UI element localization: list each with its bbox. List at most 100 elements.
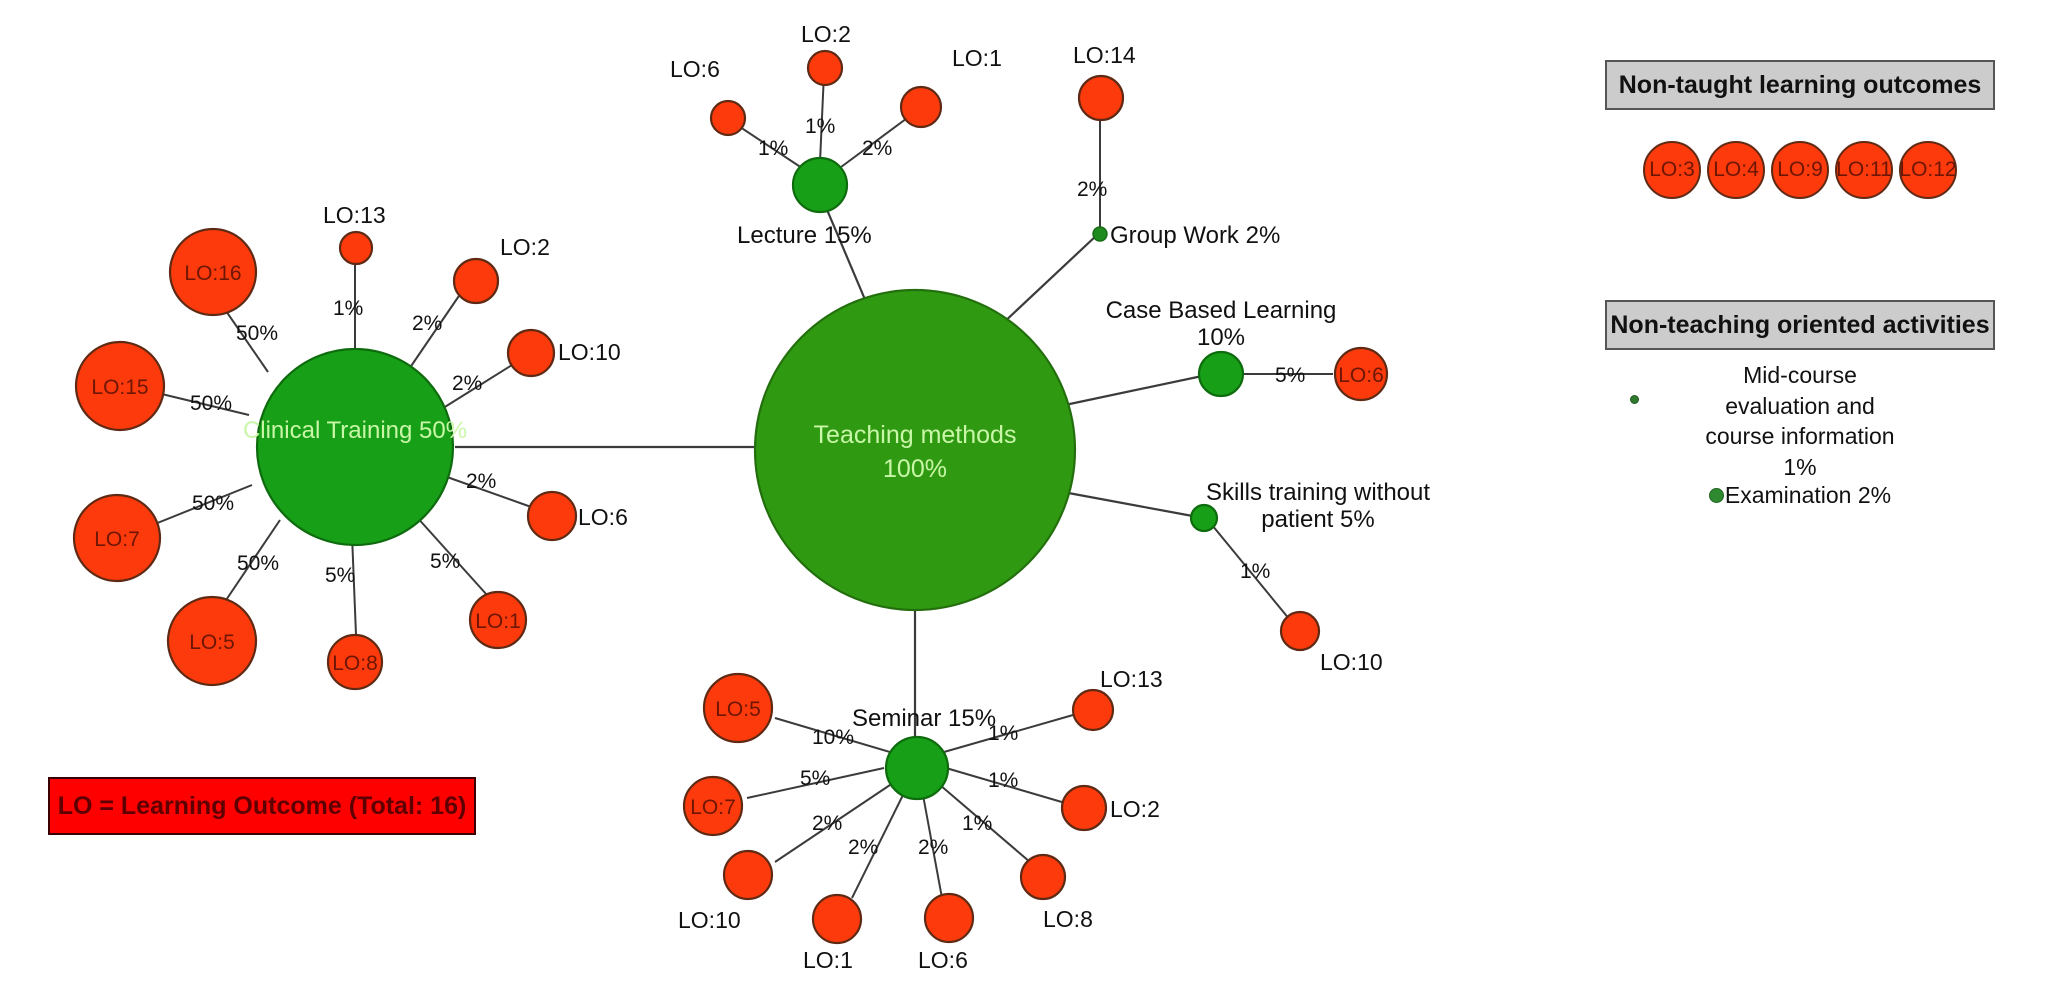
node-clinical-lo6[interactable] — [526, 490, 578, 542]
label-seminar-lo6: LO:6 — [918, 947, 968, 973]
pct-seminar-lo8: 1% — [962, 812, 992, 835]
node-skills-lo10[interactable] — [1279, 610, 1321, 652]
legend-lo-4[interactable]: LO:4 — [1707, 141, 1765, 199]
midcourse-dot-icon — [1630, 395, 1639, 404]
node-lecture[interactable] — [791, 156, 849, 214]
node-lecture-lo1[interactable] — [899, 85, 943, 129]
node-clinical-lo13[interactable] — [338, 230, 374, 266]
edge-lecture-lo2 — [819, 72, 825, 163]
edge-seminar-lo5 — [774, 717, 891, 753]
node-lecture-lo2[interactable] — [806, 49, 844, 87]
legend-lo-12[interactable]: LO:12 — [1899, 141, 1957, 199]
label-clinical-lo13: LO:13 — [323, 202, 386, 228]
node-clinical-lo10[interactable] — [506, 328, 556, 378]
node-clinical-lo7[interactable] — [72, 493, 162, 583]
node-seminar-lo10[interactable] — [722, 849, 774, 901]
label-lecture-lo1: LO:1 — [952, 45, 1002, 71]
node-clinical[interactable] — [255, 347, 455, 547]
node-seminar-lo1[interactable] — [811, 893, 863, 945]
edge-seminar-lo10 — [774, 784, 891, 863]
cluster-cbl: Case Based Learning 10% 5% LO:6 — [1106, 297, 1389, 402]
label-clinical-lo16: LO:16 — [184, 262, 241, 285]
label-lecture: Lecture 15% — [737, 222, 872, 249]
pct-clinical-lo6: 2% — [466, 470, 496, 493]
cluster-skills: Skills training without patient 5% 1% LO… — [1189, 479, 1430, 675]
node-teaching-methods[interactable] — [753, 288, 1077, 612]
label-clinical: Clinical Training 50% — [243, 417, 467, 444]
label-skills-line1: Skills training without — [1206, 479, 1430, 506]
legend-nonteaching-list: Mid-course evaluation and course informa… — [1605, 360, 1995, 540]
cluster-clinical: LO:16 LO:15 LO:7 LO:5 LO:8 LO:1 LO:6 LO:… — [72, 202, 628, 691]
label-seminar: Seminar 15% — [852, 705, 996, 732]
pct-groupwork-lo14: 2% — [1077, 178, 1107, 201]
legend-lo-9[interactable]: LO:9 — [1771, 141, 1829, 199]
pct-seminar-lo6: 2% — [918, 836, 948, 859]
node-clinical-lo16[interactable] — [168, 227, 258, 317]
node-clinical-lo2[interactable] — [452, 257, 500, 305]
legend-lo-11[interactable]: LO:11 — [1835, 141, 1893, 199]
node-groupwork[interactable] — [1092, 226, 1108, 242]
pct-seminar-lo2: 1% — [988, 769, 1018, 792]
node-seminar-lo13[interactable] — [1071, 688, 1115, 732]
edge-clinical-lo10 — [431, 359, 521, 416]
legend-lo-3[interactable]: LO:3 — [1643, 141, 1701, 199]
label-groupwork-lo14: LO:14 — [1073, 42, 1136, 68]
cluster-lecture: LO:6 LO:2 LO:1 1% 1% 2% Lecture 15% — [670, 21, 1002, 249]
label-cbl-line1: Case Based Learning — [1106, 297, 1337, 324]
edge-clinical-lo6 — [432, 471, 535, 509]
legend-nontaught-title: Non-taught learning outcomes — [1605, 60, 1995, 110]
cluster-groupwork: LO:14 2% Group Work 2% — [1073, 42, 1280, 249]
node-seminar-lo5[interactable] — [702, 672, 774, 744]
label-skills-line2: patient 5% — [1261, 506, 1374, 533]
edge-clinical-lo5 — [217, 519, 281, 613]
pct-lecture-lo1: 2% — [862, 137, 892, 160]
edge-seminar-lo8 — [939, 784, 1031, 863]
pct-lecture-lo6: 1% — [758, 137, 788, 160]
label-cbl-line2: 10% — [1197, 324, 1245, 351]
pct-clinical-lo1: 5% — [430, 550, 460, 573]
node-seminar-lo7[interactable] — [682, 775, 744, 837]
midcourse-line4: 1% — [1783, 453, 1817, 480]
label-clinical-lo10: LO:10 — [558, 339, 621, 365]
node-skills[interactable] — [1189, 503, 1219, 533]
pct-cbl-lo6: 5% — [1275, 364, 1305, 387]
node-clinical-lo1[interactable] — [468, 590, 528, 650]
edge-hub-skills — [1062, 490, 1199, 519]
node-seminar-lo6[interactable] — [923, 892, 975, 944]
label-hub-line1: Teaching methods — [814, 421, 1017, 449]
label-cbl-lo6: LO:6 — [1338, 364, 1384, 387]
label-seminar-lo8: LO:8 — [1043, 906, 1093, 932]
edge-hub-cbl — [1064, 373, 1208, 407]
legend-item-examination: Examination 2% — [1605, 482, 1995, 509]
node-clinical-lo5[interactable] — [166, 595, 258, 687]
node-seminar-lo8[interactable] — [1019, 853, 1067, 901]
pct-seminar-lo10: 2% — [812, 812, 842, 835]
label-seminar-lo10: LO:10 — [678, 907, 741, 933]
legend-midcourse-text: Mid-course evaluation and course informa… — [1605, 360, 1995, 482]
node-clinical-lo8[interactable] — [326, 633, 384, 691]
cluster-seminar: LO:5 LO:7 LO:10 LO:1 LO:6 LO:8 LO:2 LO:1… — [678, 666, 1163, 973]
legend-nontaught-list: LO:3 LO:4 LO:9 LO:11 LO:12 — [1605, 140, 1995, 200]
label-clinical-lo2: LO:2 — [500, 234, 550, 260]
node-cbl-lo6[interactable] — [1333, 346, 1389, 402]
legend-nonteaching-title: Non-teaching oriented activities — [1605, 300, 1995, 350]
pct-lecture-lo2: 1% — [805, 115, 835, 138]
label-hub-line2: 100% — [883, 455, 947, 483]
node-seminar-lo2[interactable] — [1060, 784, 1108, 832]
pct-clinical-lo8: 5% — [325, 564, 355, 587]
label-clinical-lo1: LO:1 — [475, 610, 521, 633]
pct-clinical-lo16: 50% — [236, 322, 278, 345]
node-seminar[interactable] — [884, 735, 950, 801]
node-clinical-lo15[interactable] — [74, 340, 166, 432]
edge-seminar-lo1 — [851, 794, 904, 899]
node-cbl[interactable] — [1197, 350, 1245, 398]
learning-outcome-banner: LO = Learning Outcome (Total: 16) — [48, 777, 476, 835]
node-groupwork-lo14[interactable] — [1077, 74, 1125, 122]
label-clinical-lo7: LO:7 — [94, 528, 140, 551]
node-lecture-lo6[interactable] — [709, 99, 747, 137]
midcourse-line3: course information — [1705, 423, 1895, 450]
label-seminar-lo2: LO:2 — [1110, 796, 1160, 822]
legend-item-midcourse: Mid-course evaluation and course informa… — [1605, 360, 1995, 482]
label-skills-lo10: LO:10 — [1320, 649, 1383, 675]
